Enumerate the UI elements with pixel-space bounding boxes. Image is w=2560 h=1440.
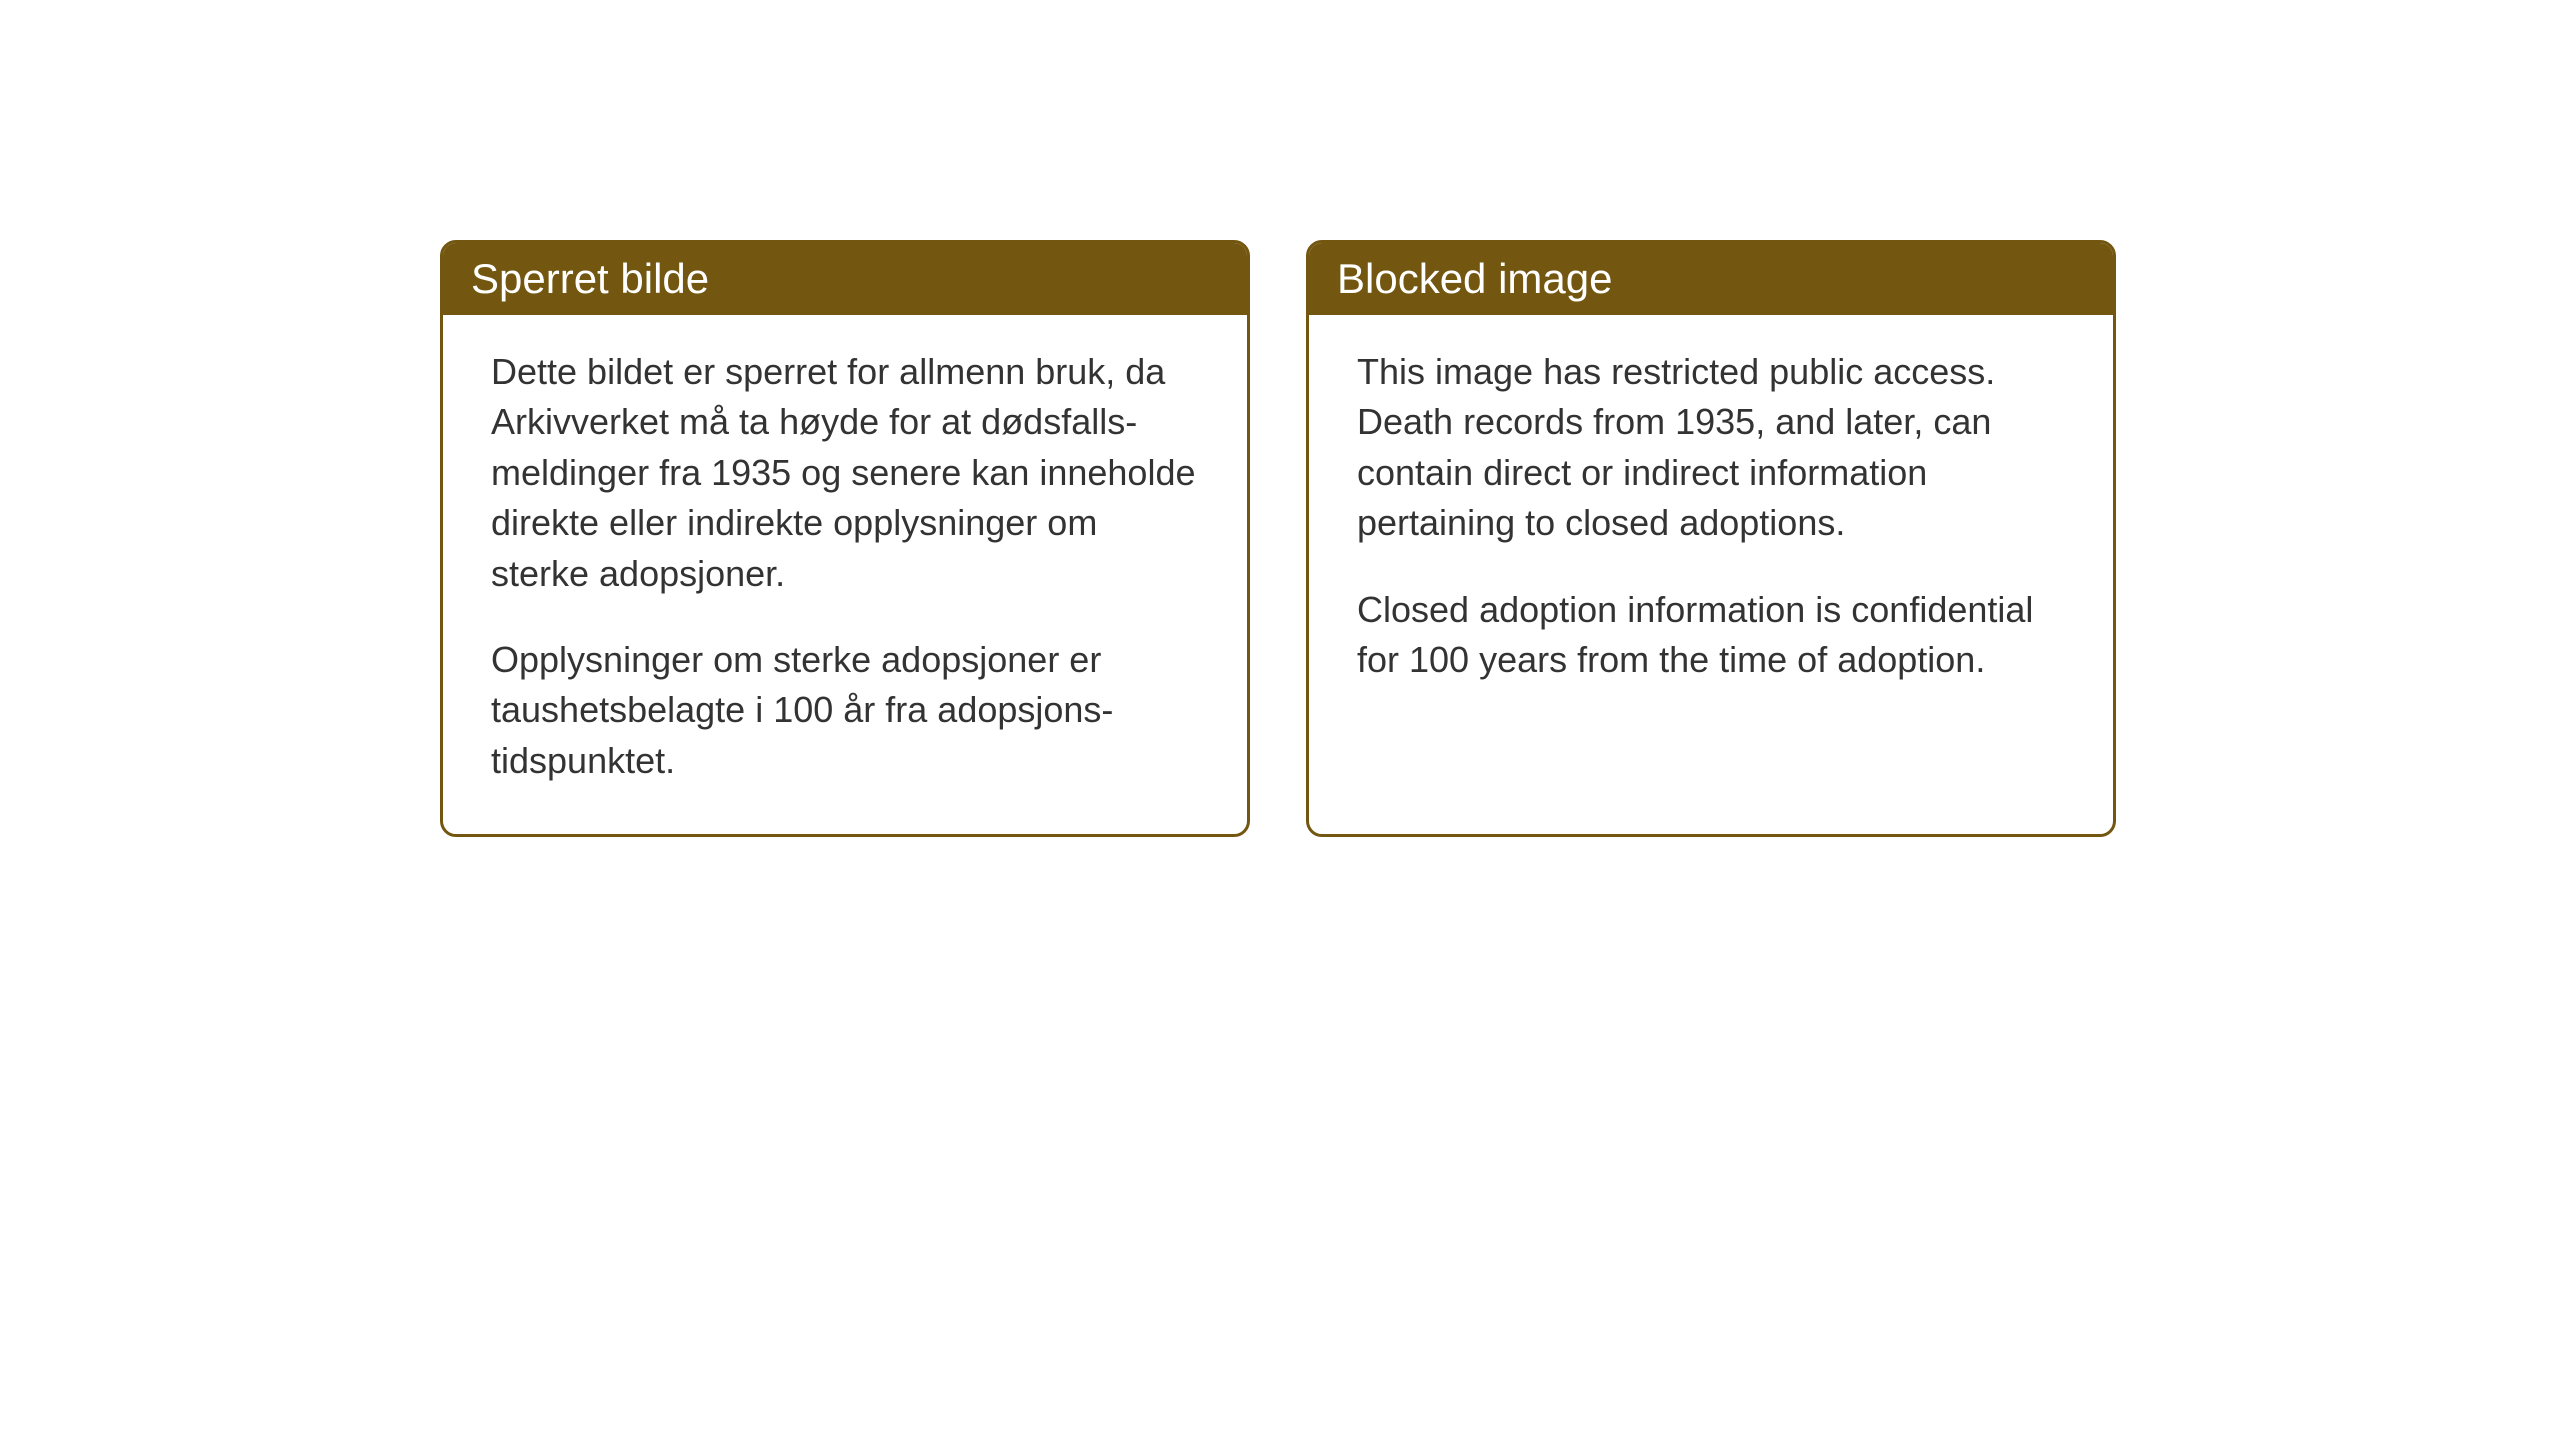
card-norwegian: Sperret bilde Dette bildet er sperret fo… — [440, 240, 1250, 837]
card-paragraph2-english: Closed adoption information is confident… — [1357, 585, 2065, 686]
card-paragraph1-norwegian: Dette bildet er sperret for allmenn bruk… — [491, 347, 1199, 599]
card-title-english: Blocked image — [1337, 255, 1612, 302]
card-header-english: Blocked image — [1309, 243, 2113, 315]
card-paragraph1-english: This image has restricted public access.… — [1357, 347, 2065, 549]
card-paragraph2-norwegian: Opplysninger om sterke adopsjoner er tau… — [491, 635, 1199, 786]
card-body-english: This image has restricted public access.… — [1309, 315, 2113, 733]
card-header-norwegian: Sperret bilde — [443, 243, 1247, 315]
cards-container: Sperret bilde Dette bildet er sperret fo… — [440, 240, 2116, 837]
card-english: Blocked image This image has restricted … — [1306, 240, 2116, 837]
card-body-norwegian: Dette bildet er sperret for allmenn bruk… — [443, 315, 1247, 834]
card-title-norwegian: Sperret bilde — [471, 255, 709, 302]
